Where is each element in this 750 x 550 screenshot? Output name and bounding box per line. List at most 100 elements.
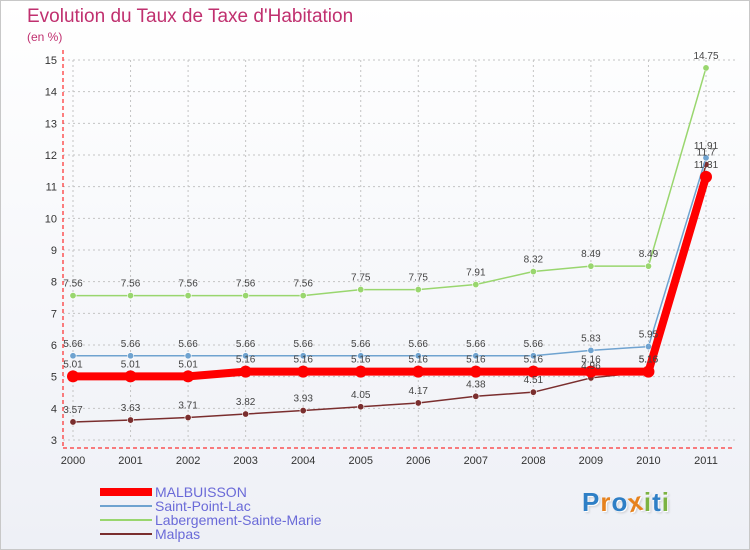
data-point <box>642 365 655 378</box>
y-tick-label: 8 <box>51 277 57 289</box>
data-label: 5.16 <box>409 355 429 366</box>
legend-label: MALBUISSON <box>155 484 247 500</box>
data-point <box>702 154 710 162</box>
data-label: 5.16 <box>351 355 371 366</box>
data-label: 5.66 <box>178 339 198 350</box>
data-label: 3.82 <box>236 397 256 408</box>
x-tick-label: 2011 <box>694 455 718 467</box>
data-point <box>242 292 250 300</box>
logo-letter: t <box>652 487 662 517</box>
data-point <box>69 418 77 426</box>
data-label: 7.56 <box>121 279 141 290</box>
data-label: 5.01 <box>178 359 198 370</box>
data-point <box>357 352 365 360</box>
x-tick-label: 2003 <box>233 455 257 467</box>
logo-letter: i <box>661 487 670 517</box>
x-tick-label: 2002 <box>176 455 200 467</box>
y-tick-label: 6 <box>51 340 57 352</box>
logo-letter: r <box>600 487 612 517</box>
data-label: 3.71 <box>178 401 198 412</box>
data-point <box>357 286 365 294</box>
data-point <box>587 346 595 354</box>
data-point <box>412 365 425 378</box>
y-tick-label: 9 <box>51 245 57 257</box>
data-label: 4.96 <box>581 361 601 372</box>
data-label: 7.75 <box>351 273 371 284</box>
legend-swatch <box>100 519 152 521</box>
data-point <box>242 352 250 360</box>
y-tick-label: 5 <box>51 372 57 384</box>
data-point <box>472 281 480 289</box>
data-label: 5.16 <box>524 355 544 366</box>
legend-label: Labergement-Sainte-Marie <box>155 512 322 528</box>
data-point <box>69 352 77 360</box>
data-label: 5.83 <box>581 333 601 344</box>
data-point <box>472 392 480 400</box>
data-label: 7.91 <box>466 268 486 279</box>
y-tick-label: 4 <box>51 403 57 415</box>
x-tick-label: 2010 <box>636 455 660 467</box>
data-label: 4.51 <box>524 375 544 386</box>
data-point <box>184 414 192 422</box>
data-point <box>299 407 307 415</box>
data-label: 5.16 <box>581 355 601 366</box>
x-tick-label: 2008 <box>521 455 545 467</box>
y-tick-label: 3 <box>51 435 57 447</box>
x-tick-label: 2000 <box>61 455 85 467</box>
logo-letter: i <box>643 487 653 517</box>
data-point <box>644 343 652 351</box>
data-point <box>354 365 367 378</box>
legend-swatch <box>100 488 152 496</box>
chart-unit: (en %) <box>27 30 63 44</box>
data-label: 5.95 <box>639 330 659 341</box>
data-point <box>69 292 77 300</box>
data-label: 3.63 <box>121 403 141 414</box>
data-label: 3.57 <box>63 405 83 416</box>
data-point <box>127 352 135 360</box>
x-tick-label: 2001 <box>118 455 142 467</box>
legend-label: Malpas <box>155 526 201 542</box>
data-point <box>67 370 79 383</box>
series-line-saint-point-lac <box>73 157 707 357</box>
data-point <box>472 352 480 360</box>
data-point <box>702 64 710 72</box>
data-point <box>644 262 652 270</box>
data-label: 5.16 <box>236 355 256 366</box>
x-tick-label: 2004 <box>291 455 315 467</box>
y-tick-label: 14 <box>45 87 57 99</box>
data-point <box>299 292 307 300</box>
legend-swatch <box>100 533 152 535</box>
legend-swatch <box>100 505 152 507</box>
data-label: 11.7 <box>697 148 716 159</box>
data-label: 5.66 <box>236 339 256 350</box>
data-label: 5.01 <box>121 359 141 370</box>
data-point <box>299 352 307 360</box>
series-line-malbuisson <box>73 175 710 381</box>
data-point <box>469 365 482 378</box>
y-tick-label: 12 <box>45 150 57 162</box>
chart-title: Evolution du Taux de Taxe d'Habitation <box>27 6 354 27</box>
data-point <box>700 170 712 183</box>
data-point <box>297 365 310 378</box>
data-label: 11.91 <box>694 141 719 152</box>
y-tick-label: 10 <box>45 213 57 225</box>
data-label: 3.93 <box>293 394 313 405</box>
data-label: 8.49 <box>581 249 601 260</box>
x-tick-label: 2005 <box>348 455 372 467</box>
data-point <box>587 262 595 270</box>
x-tick-label: 2009 <box>579 455 603 467</box>
series-line-labergement-sainte-marie <box>73 67 707 297</box>
data-label: 11.31 <box>694 160 719 171</box>
data-point <box>414 399 422 407</box>
y-tick-label: 13 <box>45 118 57 130</box>
data-point <box>414 286 422 294</box>
data-point <box>242 410 250 418</box>
data-point <box>357 403 365 411</box>
data-point <box>124 370 137 383</box>
data-label: 5.16 <box>639 355 659 366</box>
data-point <box>127 292 135 300</box>
data-label: 5.66 <box>524 339 544 350</box>
logo-letter: P <box>582 487 601 517</box>
data-label: 5.66 <box>466 339 486 350</box>
